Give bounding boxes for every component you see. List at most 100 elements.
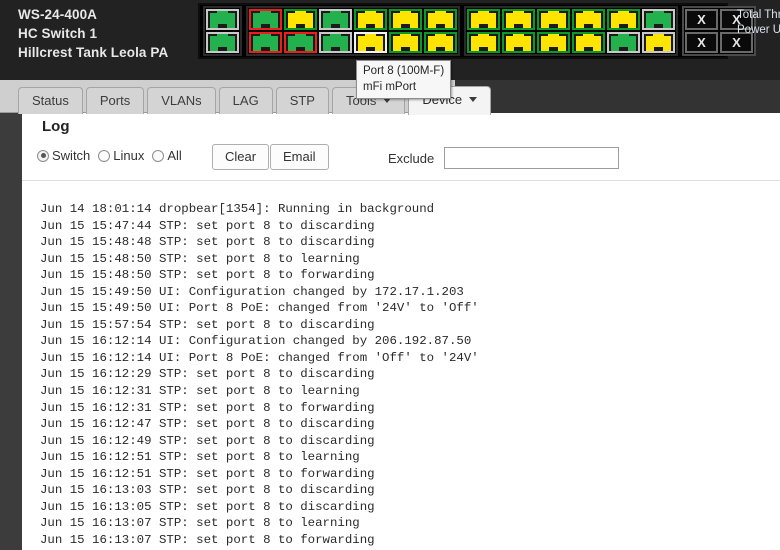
log-line: Jun 15 16:13:07 STP: set port 8 to forwa… [40, 532, 375, 547]
log-output: Jun 14 18:01:14 dropbear[1354]: Running … [40, 201, 780, 548]
rj45-jack-icon [428, 34, 453, 51]
device-header-bar: WS-24-400A HC Switch 1 Hillcrest Tank Le… [0, 0, 780, 80]
switch-port[interactable] [537, 9, 570, 30]
port-pair-column [284, 9, 317, 53]
rj45-jack-icon [358, 34, 383, 51]
radio-button[interactable] [98, 149, 111, 162]
radio-label: Switch [52, 148, 91, 163]
radio-button[interactable] [152, 149, 165, 162]
log-source-option-linux[interactable]: Linux [98, 148, 144, 163]
tab-vlans[interactable]: VLANs [147, 87, 216, 114]
sfp-slot-empty-icon[interactable]: X [685, 32, 718, 53]
log-controls-row: Switch Linux All Clear Email Exclude [22, 141, 780, 177]
tab-stp[interactable]: STP [275, 87, 329, 114]
device-location: Hillcrest Tank Leola PA [18, 45, 169, 60]
device-identity-block: WS-24-400A HC Switch 1 Hillcrest Tank Le… [18, 5, 168, 62]
switch-port[interactable] [206, 9, 239, 30]
rj45-jack-icon [506, 11, 531, 28]
switch-port[interactable] [319, 9, 352, 30]
rj45-jack-icon [646, 11, 671, 28]
switch-port[interactable] [642, 9, 675, 30]
sfp-slot-empty-icon[interactable]: X [720, 32, 753, 53]
log-line: Jun 15 15:47:44 STP: set port 8 to disca… [40, 218, 375, 233]
total-throughput-label: Total Thr [737, 9, 780, 21]
exclude-input[interactable] [444, 147, 620, 169]
rj45-jack-icon [253, 11, 278, 28]
switch-port[interactable] [424, 32, 457, 53]
tab-label: LAG [232, 93, 259, 108]
switch-port[interactable] [572, 32, 605, 53]
port-pair-column [389, 9, 422, 53]
radio-button[interactable] [37, 149, 49, 162]
port-pair-column [206, 9, 239, 53]
switch-port[interactable] [642, 32, 675, 53]
port-pair-column [572, 9, 605, 53]
port-pair-column [502, 9, 535, 53]
tab-lag[interactable]: LAG [218, 87, 273, 114]
port-pair-column [537, 9, 570, 53]
sfp-slot-empty-icon[interactable]: X [720, 9, 753, 30]
page-title: Log [42, 118, 70, 135]
tab-label: STP [289, 93, 315, 108]
switch-port[interactable] [467, 9, 500, 30]
switch-port[interactable] [467, 32, 500, 53]
section-divider [22, 180, 780, 181]
rj45-jack-icon [576, 34, 601, 51]
rj45-jack-icon [576, 11, 601, 28]
tab-status[interactable]: Status [18, 87, 83, 114]
switch-port[interactable] [354, 9, 387, 30]
switch-port[interactable] [354, 32, 387, 53]
tab-ports[interactable]: Ports [85, 87, 145, 114]
rj45-jack-icon [323, 11, 348, 28]
log-line: Jun 15 15:49:50 UI: Configuration change… [40, 284, 464, 299]
tab-label: VLANs [161, 93, 202, 108]
rj45-jack-icon [393, 11, 418, 28]
log-line: Jun 15 15:49:50 UI: Port 8 PoE: changed … [40, 301, 479, 316]
log-line: Jun 15 15:57:54 STP: set port 8 to disca… [40, 317, 375, 332]
switch-port[interactable] [284, 9, 317, 30]
switch-port[interactable] [206, 32, 239, 53]
log-source-option-switch[interactable]: Switch [37, 148, 90, 163]
sfp-slot-empty-icon[interactable]: X [685, 9, 718, 30]
switch-port[interactable] [319, 32, 352, 53]
log-line: Jun 15 15:48:48 STP: set port 8 to disca… [40, 235, 375, 250]
log-source-radio-group: Switch Linux All [37, 148, 186, 163]
log-line: Jun 15 16:13:03 STP: set port 8 to disca… [40, 483, 375, 498]
switch-port[interactable] [607, 9, 640, 30]
rj45-jack-icon [471, 11, 496, 28]
rj45-jack-icon [611, 34, 636, 51]
switch-port[interactable] [249, 9, 282, 30]
switch-port[interactable] [389, 32, 422, 53]
switch-port[interactable] [249, 32, 282, 53]
log-line: Jun 15 16:12:51 STP: set port 8 to forwa… [40, 466, 375, 481]
port-pair-column [467, 9, 500, 53]
switch-port[interactable] [424, 9, 457, 30]
log-line: Jun 15 16:12:31 STP: set port 8 to learn… [40, 384, 360, 399]
switch-port[interactable] [389, 9, 422, 30]
log-line: Jun 15 15:48:50 STP: set port 8 to learn… [40, 251, 360, 266]
clear-button[interactable]: Clear [212, 144, 270, 170]
port-bank [203, 6, 242, 56]
switch-port[interactable] [537, 32, 570, 53]
exclude-label: Exclude [388, 150, 435, 166]
port-bank [246, 6, 460, 56]
switch-port[interactable] [607, 32, 640, 53]
switch-port[interactable] [502, 9, 535, 30]
port-pair-column [424, 9, 457, 53]
tabstrip-dark-fill [455, 80, 780, 113]
log-line: Jun 15 16:12:47 STP: set port 8 to disca… [40, 417, 375, 432]
rj45-jack-icon [646, 34, 671, 51]
rj45-jack-icon [428, 11, 453, 28]
log-line: Jun 15 16:12:14 UI: Configuration change… [40, 334, 472, 349]
left-gutter [0, 113, 22, 550]
switch-port[interactable] [284, 32, 317, 53]
rj45-jack-icon [471, 34, 496, 51]
switch-port[interactable] [502, 32, 535, 53]
switch-port[interactable] [572, 9, 605, 30]
email-button[interactable]: Email [270, 144, 329, 170]
topbar-statistics: Total Thr Power U [737, 8, 780, 38]
log-source-option-all[interactable]: All [152, 148, 182, 163]
